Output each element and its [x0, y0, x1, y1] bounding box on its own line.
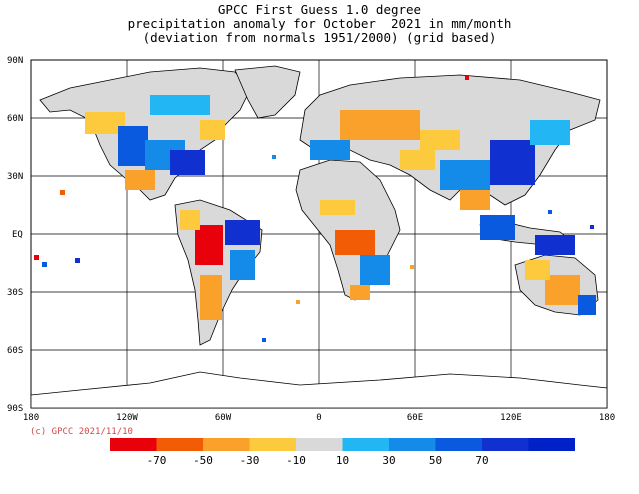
title-line-2: precipitation anomaly for October 2021 i… — [127, 16, 512, 31]
colorbar-label: -50 — [193, 454, 213, 467]
colorbar: -70 -50 -30 -10 10 30 50 70 — [110, 438, 575, 467]
title-line-1: GPCC First Guess 1.0 degree — [217, 2, 422, 17]
lat-label-eq: EQ — [12, 230, 23, 240]
longitude-labels: 180 120W 60W 0 60E 120E 180 — [23, 413, 615, 423]
lon-label-180e: 180 — [599, 413, 615, 423]
colorbar-label: -70 — [147, 454, 167, 467]
colorbar-swatch — [156, 438, 203, 451]
lat-label-90n: 90N — [7, 56, 23, 66]
lat-label-30n: 30N — [7, 172, 23, 182]
colorbar-label: 50 — [429, 454, 442, 467]
lon-label-120e: 120E — [500, 413, 522, 423]
lon-label-60e: 60E — [407, 413, 423, 423]
colorbar-label: 30 — [382, 454, 395, 467]
lat-label-60n: 60N — [7, 114, 23, 124]
lat-label-60s: 60S — [7, 346, 23, 356]
map-title: GPCC First Guess 1.0 degree precipitatio… — [0, 3, 639, 45]
lat-label-90s: 90S — [7, 404, 23, 414]
greenland — [234, 65, 301, 119]
credit-text: (c) GPCC 2021/11/10 — [30, 427, 133, 437]
colorbar-swatch — [342, 438, 389, 451]
colorbar-label: 70 — [475, 454, 488, 467]
anomaly-patches — [85, 95, 596, 320]
colorbar-swatch — [296, 438, 343, 451]
colorbar-label: 10 — [336, 454, 349, 467]
latitude-labels: 90N 60N 30N EQ 30S 60S 90S — [7, 56, 23, 414]
lon-label-0: 0 — [316, 413, 321, 423]
colorbar-swatch — [389, 438, 436, 451]
colorbar-swatch — [110, 438, 157, 451]
colorbar-label: -10 — [286, 454, 306, 467]
lon-label-180w: 180 — [23, 413, 39, 423]
colorbar-swatch — [249, 438, 296, 451]
lon-label-60w: 60W — [215, 413, 232, 423]
island-cells — [34, 76, 594, 342]
title-line-3: (deviation from normals 1951/2000) (grid… — [142, 30, 497, 45]
lon-label-120w: 120W — [116, 413, 138, 423]
antarctica — [30, 371, 608, 409]
colorbar-swatch — [528, 438, 575, 451]
lat-label-30s: 30S — [7, 288, 23, 298]
colorbar-swatch — [203, 438, 250, 451]
colorbar-swatch — [482, 438, 529, 451]
colorbar-label: -30 — [240, 454, 260, 467]
colorbar-swatch — [435, 438, 482, 451]
